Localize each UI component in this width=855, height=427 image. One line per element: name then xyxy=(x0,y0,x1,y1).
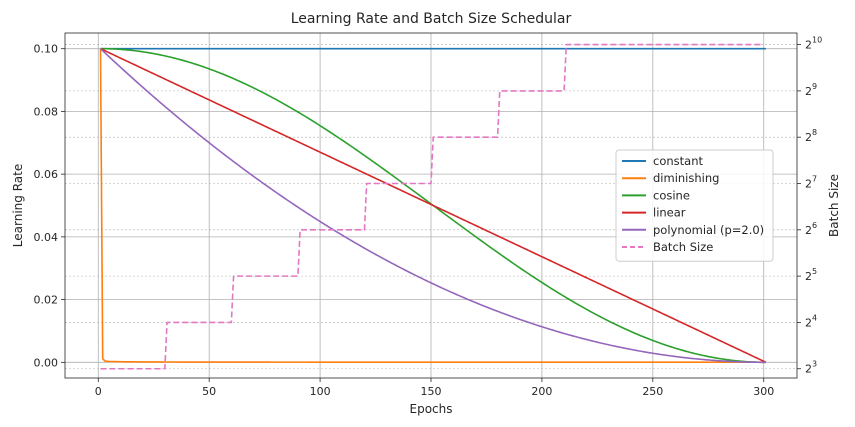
x-axis-label: Epochs xyxy=(410,402,453,416)
y-axis-right: 23 24 25 26 27 28 29 210 xyxy=(797,36,822,376)
y-tick-label: 0.00 xyxy=(34,356,59,369)
y-tick-label: 0.02 xyxy=(34,294,59,307)
x-tick-label: 250 xyxy=(642,385,663,398)
y2-axis-label: Batch Size xyxy=(827,174,841,237)
y-tick-label: 0.06 xyxy=(34,168,59,181)
x-tick-label: 0 xyxy=(95,385,102,398)
x-tick-label: 150 xyxy=(421,385,442,398)
y-tick-label: 0.10 xyxy=(34,43,59,56)
y2-tick-label: 25 xyxy=(805,267,817,283)
legend-box xyxy=(615,149,774,262)
chart-title: Learning Rate and Batch Size Schedular xyxy=(291,11,572,27)
x-tick-label: 100 xyxy=(310,385,331,398)
series-line-polynomial-p-2-0 xyxy=(99,48,766,364)
x-tick-label: 200 xyxy=(531,385,552,398)
y-tick-label: 0.08 xyxy=(34,105,59,118)
x-tick-label: 50 xyxy=(202,385,216,398)
y2-tick-label: 28 xyxy=(805,128,817,144)
y2-tick-label: 23 xyxy=(805,360,817,376)
legend-label-constant: constant xyxy=(653,154,703,168)
series-line-batch-size xyxy=(100,43,764,370)
legend-label-batch-size: Batch Size xyxy=(653,240,713,254)
y-axis-label: Learning Rate xyxy=(11,164,25,247)
y2-tick-label: 29 xyxy=(805,82,817,98)
legend: constant diminishing cosine linear polynomia… xyxy=(615,149,774,262)
x-tick-label: 300 xyxy=(753,385,774,398)
legend-label-diminishing: diminishing xyxy=(653,171,719,185)
x-axis: 0 50 100 150 200 250 300 xyxy=(95,378,774,398)
series-lines xyxy=(99,43,767,370)
y2-tick-label: 210 xyxy=(805,36,822,52)
y2-tick-label: 26 xyxy=(805,221,817,237)
y-axis-left: 0.00 0.02 0.04 0.06 0.08 0.10 xyxy=(34,43,65,369)
legend-label-polynomial-p-2-0: polynomial (p=2.0) xyxy=(653,223,764,237)
series-line-diminishing xyxy=(99,48,766,364)
series-line-linear xyxy=(100,47,767,364)
y-tick-label: 0.04 xyxy=(34,231,59,244)
y2-tick-label: 27 xyxy=(805,175,817,191)
legend-label-linear: linear xyxy=(653,206,686,220)
legend-label-cosine: cosine xyxy=(653,188,690,202)
y2-tick-label: 24 xyxy=(805,313,817,329)
